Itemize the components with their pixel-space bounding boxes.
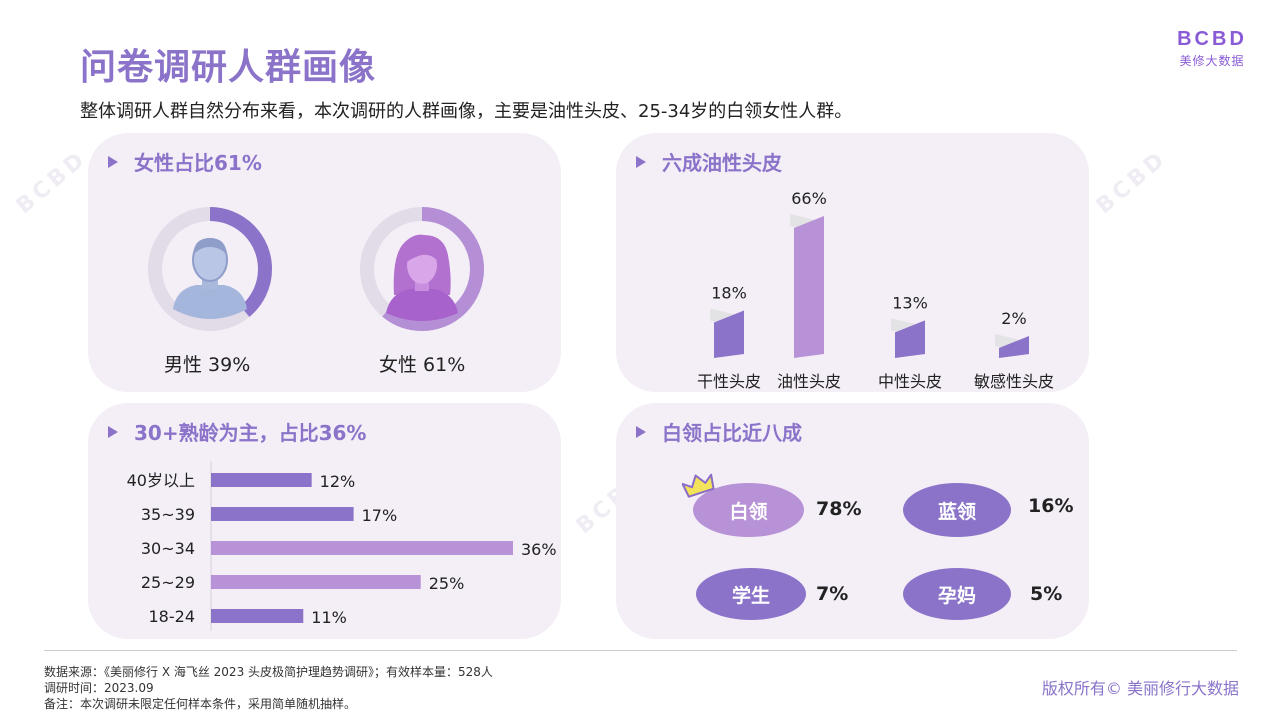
watermark: BCBD — [11, 145, 93, 220]
panel-title-text: 女性占比61% — [134, 151, 262, 175]
scalp-value-label: 13% — [892, 293, 928, 312]
scalp-category-label: 油性头皮 — [777, 372, 841, 391]
age-category-label: 35~39 — [141, 505, 195, 524]
scalp-bar — [995, 334, 1029, 358]
scalp-bar-chart: 18% 干性头皮 66% 油性头皮 13% 中性头皮 2% 敏感性头皮 — [697, 189, 1054, 391]
female-avatar-icon — [386, 234, 458, 321]
job-chip-blue-collar: 蓝领 — [903, 483, 1011, 537]
scalp-bar — [790, 214, 824, 358]
logo-mark: BCBD — [1177, 28, 1247, 50]
age-value-label: 12% — [320, 472, 356, 491]
age-bar — [211, 541, 513, 555]
job-chip-white-collar: 白领 — [693, 483, 804, 537]
scalp-bar-body — [999, 336, 1029, 358]
arrow-right-icon — [636, 155, 646, 168]
scalp-bar — [710, 308, 744, 358]
brand-logo: BCBD 美修大数据 — [1176, 28, 1248, 69]
panel-title-text: 30+熟龄为主，占比36% — [134, 421, 367, 445]
scalp-panel: 六成油性头皮 18% 干性头皮 66% 油性头皮 13% 中性头皮 2% 敏感性头皮 — [616, 133, 1089, 392]
age-value-label: 36% — [521, 540, 557, 559]
job-chip-student: 学生 — [696, 568, 806, 620]
age-value-label: 11% — [311, 608, 347, 627]
age-bar — [211, 609, 304, 623]
scalp-value-label: 2% — [1001, 309, 1026, 328]
panel-title: 六成油性头皮 — [636, 147, 782, 176]
age-bar — [211, 507, 354, 521]
scalp-bar-body — [895, 320, 925, 358]
female-percent-label: 女性 61% — [379, 354, 466, 376]
male-avatar-icon — [173, 238, 247, 319]
scalp-bar — [891, 318, 925, 358]
job-value-white-collar: 78% — [816, 498, 862, 520]
scalp-value-label: 66% — [791, 189, 827, 208]
page-subtitle: 整体调研人群自然分布来看，本次调研的人群画像，主要是油性头皮、25-34岁的白领… — [80, 101, 853, 122]
age-value-label: 25% — [429, 574, 465, 593]
crown-icon — [682, 473, 715, 498]
watermark: BCBD — [1091, 145, 1173, 220]
panel-title: 女性占比61% — [108, 147, 262, 176]
job-value-blue-collar: 16% — [1028, 495, 1074, 517]
panel-title-text: 白领占比近八成 — [662, 421, 802, 445]
scalp-value-label: 18% — [711, 284, 747, 303]
arrow-right-icon — [108, 425, 118, 438]
footer-copyright: 版权所有© 美丽修行大数据 — [1041, 679, 1239, 698]
arrow-right-icon — [108, 155, 118, 168]
panel-title-text: 六成油性头皮 — [662, 151, 782, 175]
age-bar — [211, 575, 421, 589]
age-panel: 30+熟龄为主，占比36% 40岁以上 12% 35~39 17% 30~34 36% 25… — [88, 403, 561, 639]
scalp-category-label: 敏感性头皮 — [974, 372, 1054, 391]
scalp-category-label: 中性头皮 — [878, 372, 942, 391]
age-category-label: 30~34 — [141, 539, 195, 558]
female-donut-arc — [360, 207, 484, 331]
age-category-label: 25~29 — [141, 573, 195, 592]
age-bar-chart: 40岁以上 12% 35~39 17% 30~34 36% 25~29 25% 18-24 11% — [127, 461, 557, 631]
female-donut — [360, 207, 484, 331]
male-donut-arc — [148, 207, 272, 331]
male-percent-label: 男性 39% — [164, 354, 251, 376]
job-chip-pregnant: 孕妈 — [903, 568, 1011, 620]
panel-title: 白领占比近八成 — [636, 417, 802, 446]
job-panel: 白领占比近八成 白领 78% 蓝领 16% 学生 7% 孕妈 5% — [616, 403, 1089, 639]
panel-title: 30+熟龄为主，占比36% — [108, 417, 366, 446]
footer-time: 调研时间：2023.09 — [44, 681, 154, 695]
gender-panel: 女性占比61% 男性 39% 女性 61% — [88, 133, 561, 392]
logo-text: 美修大数据 — [1179, 54, 1245, 68]
job-value-pregnant: 5% — [1030, 583, 1063, 605]
age-category-label: 40岁以上 — [127, 471, 195, 490]
age-bar — [211, 473, 312, 487]
footer-divider — [44, 650, 1237, 651]
footer-source: 数据来源：《美丽修行 X 海飞丝 2023 头皮极简护理趋势调研》；有效样本量：… — [44, 665, 493, 679]
arrow-right-icon — [636, 425, 646, 438]
scalp-bar-body — [794, 216, 824, 358]
footer-note: 备注：本次调研未限定任何样本条件，采用简单随机抽样。 — [44, 697, 357, 711]
age-category-label: 18-24 — [149, 607, 196, 626]
male-donut — [148, 207, 272, 331]
job-value-student: 7% — [816, 583, 849, 605]
age-value-label: 17% — [362, 506, 398, 525]
scalp-bar-body — [714, 310, 744, 358]
page-title: 问卷调研人群画像 — [80, 47, 377, 88]
scalp-category-label: 干性头皮 — [697, 372, 761, 391]
